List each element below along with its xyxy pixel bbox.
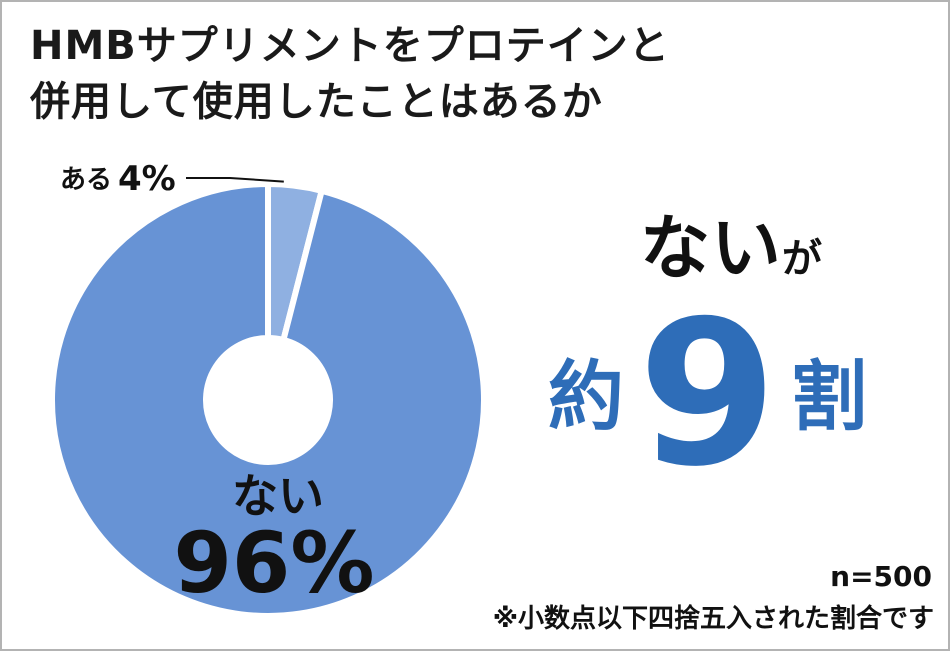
slice-value-aru: 4%: [118, 159, 176, 199]
slice-label-aru: ある: [60, 165, 112, 195]
title-line-1: HMBサプリメントをプロテインと: [30, 23, 670, 69]
title-line-2: 併用して使用したことはあるか: [30, 79, 603, 125]
pie-slice-nai: [49, 180, 487, 619]
highlight-number: 9: [638, 278, 778, 511]
sample-size-label: n=500: [830, 560, 932, 593]
leader-line-aru: [186, 177, 284, 183]
chart-title: HMBサプリメントをプロテインと 併用して使用したことはあるか: [30, 18, 670, 130]
footnote: ※小数点以下四捨五入された割合です: [492, 604, 934, 634]
highlight-nai: ない: [640, 207, 782, 289]
slice-label-nai: ない: [232, 469, 324, 523]
slice-value-nai: 96%: [173, 514, 374, 612]
highlight-prefix: 約: [548, 352, 624, 441]
highlight-suffix: 割: [791, 352, 868, 441]
highlight-ga: が: [782, 236, 823, 282]
highlight-line-2: 約9 割: [548, 285, 867, 505]
highlight-line-1: ないが: [640, 208, 823, 299]
